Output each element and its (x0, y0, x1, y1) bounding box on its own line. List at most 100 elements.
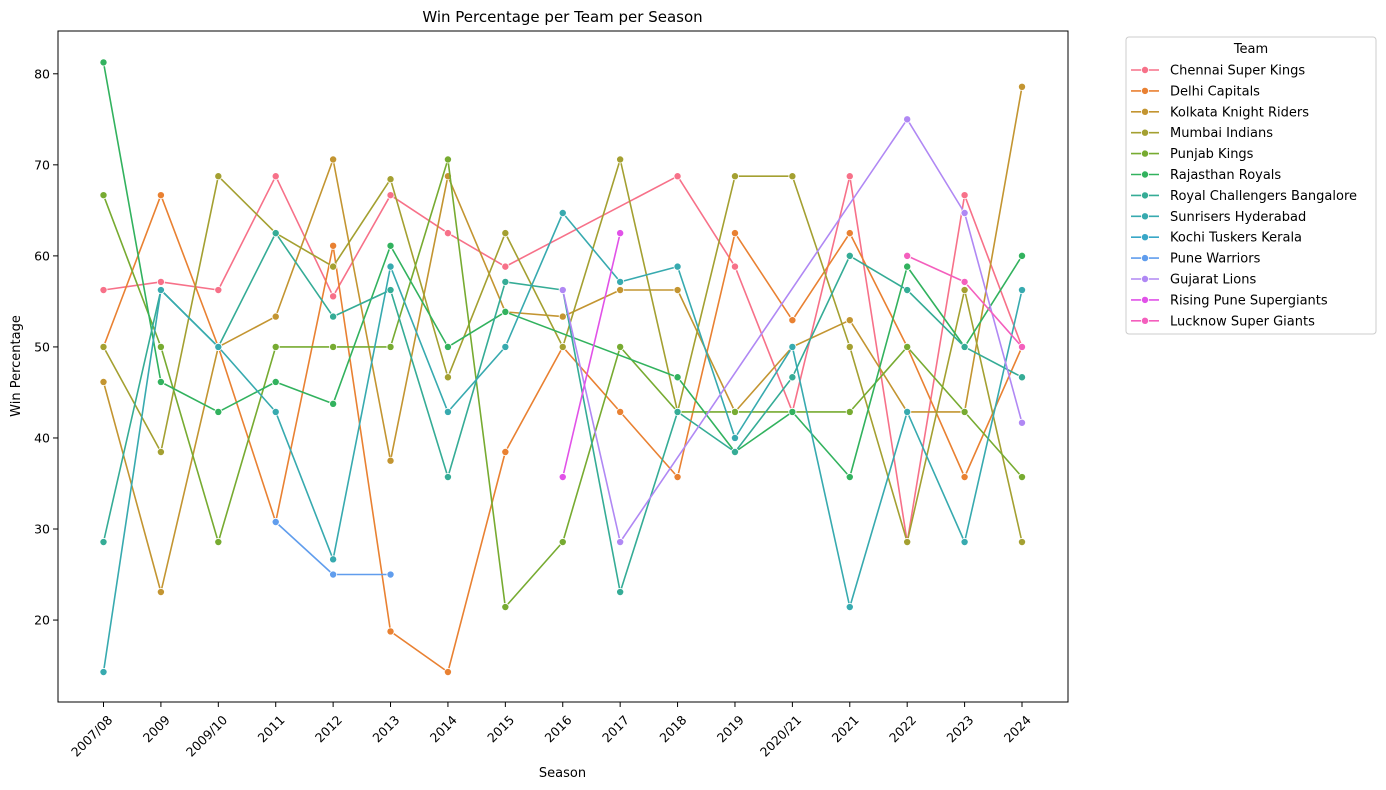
data-point (903, 251, 912, 260)
data-point (845, 473, 854, 482)
data-point (1018, 82, 1027, 91)
data-point (99, 342, 108, 351)
y-tick-label: 30 (34, 522, 50, 537)
data-point (845, 251, 854, 260)
data-point (501, 307, 510, 316)
data-point (329, 555, 338, 564)
series-line (275, 521, 391, 576)
series-pune-warriors (271, 518, 395, 579)
x-axis-label: Season (539, 766, 586, 781)
legend-marker (1141, 66, 1150, 75)
legend-entry: Rajasthan Royals (1131, 168, 1281, 183)
data-point (903, 538, 912, 547)
data-point (730, 433, 739, 442)
data-point (903, 115, 912, 124)
legend-entry: Gujarat Lions (1131, 273, 1256, 288)
legend-entry: Royal Challengers Bangalore (1131, 189, 1357, 204)
series-gujarat-lions (558, 115, 1027, 547)
data-point (730, 407, 739, 416)
legend-label: Kochi Tuskers Kerala (1170, 231, 1302, 246)
legend-marker (1141, 295, 1150, 304)
data-point (443, 342, 452, 351)
data-point (214, 342, 223, 351)
data-point (386, 241, 395, 250)
legend-marker (1141, 86, 1150, 95)
data-point (156, 191, 165, 200)
data-point (673, 172, 682, 181)
data-point (960, 277, 969, 286)
data-point (903, 262, 912, 271)
data-point (673, 473, 682, 482)
data-point (271, 312, 280, 321)
data-point (443, 668, 452, 677)
legend-entry: Punjab Kings (1131, 147, 1254, 162)
legend-marker (1141, 316, 1150, 325)
data-point (1018, 286, 1027, 295)
data-point (903, 407, 912, 416)
data-point (443, 155, 452, 164)
data-point (616, 407, 625, 416)
series-line (102, 212, 1023, 673)
y-axis-label: Win Percentage (9, 315, 24, 417)
data-point (386, 342, 395, 351)
data-point (673, 407, 682, 416)
data-point (386, 175, 395, 184)
legend-marker (1141, 128, 1150, 137)
y-tick-label: 20 (34, 613, 50, 628)
y-tick-label: 40 (34, 430, 50, 445)
data-point (788, 407, 797, 416)
data-point (329, 570, 338, 579)
x-tick-label: 2021 (829, 712, 862, 745)
y-tick-label: 50 (34, 339, 50, 354)
data-point (99, 538, 108, 547)
data-point (616, 538, 625, 547)
data-point (960, 342, 969, 351)
data-point (443, 229, 452, 238)
legend: Team Chennai Super Kings Delhi Capitals Ko… (1125, 36, 1377, 335)
x-tick-label: 2014 (427, 712, 460, 745)
data-point (616, 155, 625, 164)
legend-title: Team (1233, 42, 1268, 57)
data-point (99, 191, 108, 200)
data-point (329, 312, 338, 321)
data-point (386, 627, 395, 636)
data-point (730, 172, 739, 181)
data-point (960, 208, 969, 217)
x-tick-label: 2024 (1001, 712, 1034, 745)
legend-label: Mumbai Indians (1170, 126, 1273, 141)
legend-entry: Sunrisers Hyderabad (1131, 210, 1306, 225)
legend-label: Royal Challengers Bangalore (1170, 189, 1357, 204)
data-point (501, 603, 510, 612)
y-tick-label: 70 (34, 157, 50, 172)
data-point (960, 473, 969, 482)
data-point (214, 172, 223, 181)
legend-entry: Delhi Capitals (1131, 84, 1260, 99)
data-point (1018, 251, 1027, 260)
data-point (501, 277, 510, 286)
legend-label: Rajasthan Royals (1170, 168, 1281, 183)
data-point (788, 172, 797, 181)
data-point (788, 316, 797, 325)
data-point (558, 208, 567, 217)
data-point (616, 342, 625, 351)
data-point (616, 588, 625, 597)
data-point (156, 447, 165, 456)
data-point (156, 277, 165, 286)
series-sunrisers-hyderabad (99, 208, 1027, 677)
data-point (386, 456, 395, 465)
legend-marker (1141, 233, 1150, 242)
x-tick-label: 2013 (369, 712, 402, 745)
legend-entry: Pune Warriors (1131, 252, 1261, 267)
legend-label: Rising Pune Supergiants (1170, 293, 1328, 308)
data-point (558, 473, 567, 482)
plot-area: 20 30 40 50 60 70 80 2007/08 2009 2009/10 2011 2012… (34, 30, 1069, 760)
data-point (788, 342, 797, 351)
legend-marker (1141, 212, 1150, 221)
data-point (1018, 418, 1027, 427)
series-lucknow-super-giants (903, 251, 1027, 351)
data-point (1018, 473, 1027, 482)
series-rising-pune-supergiants (558, 229, 625, 482)
data-point (329, 399, 338, 408)
x-tick-label: 2016 (542, 712, 575, 745)
